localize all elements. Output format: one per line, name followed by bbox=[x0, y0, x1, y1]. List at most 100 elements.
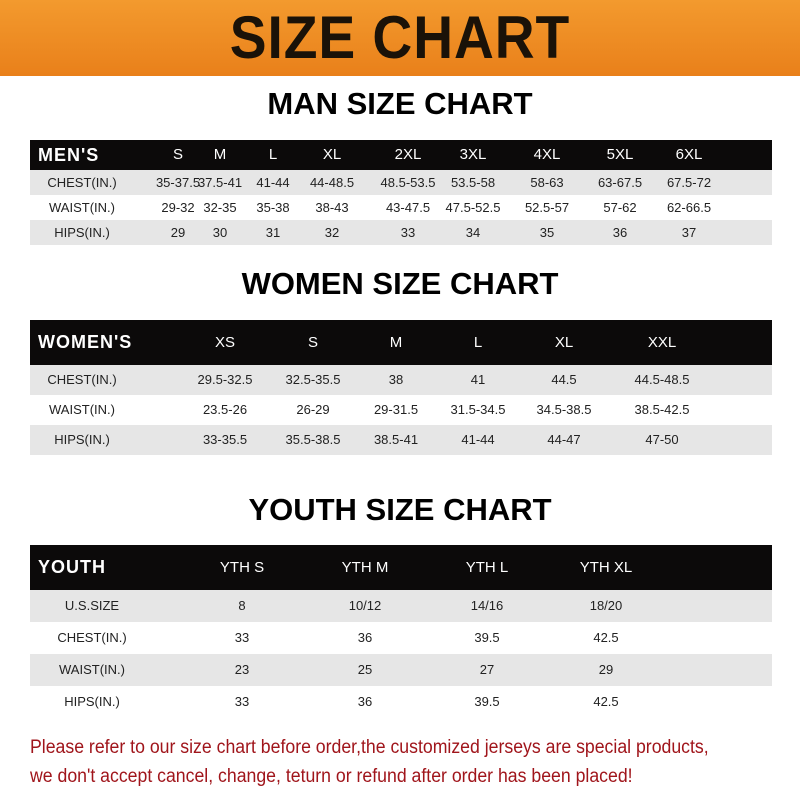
row-label: CHEST(IN.) bbox=[47, 372, 117, 387]
table-cell: 44-47 bbox=[547, 432, 581, 447]
table-row: CHEST(IN.) 29.5-32.5 32.5-35.5 38 41 44.5 44.5… bbox=[30, 365, 772, 395]
row-label: CHEST(IN.) bbox=[47, 175, 117, 190]
table-cell: 38.5-41 bbox=[373, 432, 419, 447]
table-cell: YTH XL bbox=[579, 559, 633, 576]
table-cell: 31 bbox=[265, 225, 281, 240]
table-cell: 23 bbox=[234, 662, 250, 677]
table-cell: 35-38 bbox=[256, 200, 290, 215]
order-notice: Please refer to our size chart before or… bbox=[30, 733, 746, 791]
table-cell: 14/16 bbox=[470, 598, 504, 613]
banner: SIZE CHART bbox=[0, 0, 800, 76]
table-cell: S bbox=[307, 334, 318, 351]
table-cell: 39.5 bbox=[474, 694, 500, 709]
table-cell: 29 bbox=[598, 662, 614, 677]
table-cell: L bbox=[473, 334, 483, 351]
table-cell: 39.5 bbox=[474, 630, 500, 645]
table-cell: 37.5-41 bbox=[197, 175, 243, 190]
table-cell: 33 bbox=[234, 694, 250, 709]
row-label: WAIST(IN.) bbox=[49, 402, 115, 417]
table-cell: XS bbox=[214, 334, 235, 351]
table-row: WAIST(IN.) 23 25 27 29 bbox=[30, 654, 772, 686]
table-cell: 33 bbox=[400, 225, 416, 240]
table-cell: 58-63 bbox=[530, 175, 564, 190]
table-cell: 62-66.5 bbox=[666, 200, 712, 215]
table-cell: 18/20 bbox=[589, 598, 623, 613]
table-header-row: MEN'S S M L XL 2XL 3XL 4XL 5XL 6XL bbox=[30, 140, 772, 170]
table-cell: 44-48.5 bbox=[309, 175, 355, 190]
table-cell: 2XL bbox=[394, 146, 422, 163]
page-title: SIZE CHART bbox=[229, 4, 571, 71]
table-cell: 25 bbox=[357, 662, 373, 677]
table-cell: 29-32 bbox=[161, 200, 195, 215]
table-cell: 52.5-57 bbox=[524, 200, 570, 215]
table-cell: YTH M bbox=[341, 559, 389, 576]
table-cell: 38 bbox=[388, 372, 404, 387]
table-cell: 35.5-38.5 bbox=[285, 432, 341, 447]
table-cell: YTH S bbox=[219, 559, 265, 576]
table-cell: 42.5 bbox=[593, 694, 619, 709]
table-cell: 37 bbox=[681, 225, 697, 240]
table-row: HIPS(IN.) 33 36 39.5 42.5 bbox=[30, 686, 772, 718]
table-cell: 38.5-42.5 bbox=[634, 402, 690, 417]
table-cell: 36 bbox=[357, 694, 373, 709]
row-label: HIPS(IN.) bbox=[54, 225, 110, 240]
table-cell: 34.5-38.5 bbox=[536, 402, 592, 417]
table-cell: 6XL bbox=[675, 146, 703, 163]
table-row: CHEST(IN.) 35-37.5 37.5-41 41-44 44-48.5 48.5… bbox=[30, 170, 772, 195]
table-cell: XL bbox=[554, 334, 574, 351]
table-cell: 36 bbox=[357, 630, 373, 645]
women-section-title: WOMEN SIZE CHART bbox=[241, 266, 559, 301]
table-cell: 5XL bbox=[606, 146, 634, 163]
table-cell: 44.5-48.5 bbox=[634, 372, 690, 387]
notice-line-2: we don't accept cancel, change, teturn o… bbox=[30, 766, 633, 787]
table-cell: 35 bbox=[539, 225, 555, 240]
table-row: U.S.SIZE 8 10/12 14/16 18/20 bbox=[30, 590, 772, 622]
table-cell: 41 bbox=[470, 372, 486, 387]
row-label: HIPS(IN.) bbox=[64, 694, 120, 709]
row-label: CHEST(IN.) bbox=[57, 630, 127, 645]
table-cell: 33-35.5 bbox=[202, 432, 248, 447]
table-cell: 53.5-58 bbox=[450, 175, 496, 190]
youth-section-title: YOUTH SIZE CHART bbox=[248, 492, 552, 527]
table-cell: 35-37.5 bbox=[155, 175, 201, 190]
table-row: WAIST(IN.) 23.5-26 26-29 29-31.5 31.5-34.5 34… bbox=[30, 395, 772, 425]
table-cell: L bbox=[268, 146, 278, 163]
table-cell: 10/12 bbox=[348, 598, 382, 613]
men-section-title: MAN SIZE CHART bbox=[267, 86, 533, 121]
table-cell: S bbox=[172, 146, 183, 163]
table-cell: 27 bbox=[479, 662, 495, 677]
table-cell: 41-44 bbox=[256, 175, 290, 190]
table-cell: 31.5-34.5 bbox=[450, 402, 506, 417]
table-cell: 32 bbox=[324, 225, 340, 240]
table-header-row: WOMEN'S XS S M L XL XXL bbox=[30, 320, 772, 365]
row-label: HIPS(IN.) bbox=[54, 432, 110, 447]
table-cell: 3XL bbox=[459, 146, 487, 163]
table-row: HIPS(IN.) 33-35.5 35.5-38.5 38.5-41 41-44 44-… bbox=[30, 425, 772, 455]
table-cell: 34 bbox=[465, 225, 481, 240]
table-cell: 44.5 bbox=[551, 372, 577, 387]
table-cell: 38-43 bbox=[315, 200, 349, 215]
table-cell: 47.5-52.5 bbox=[445, 200, 501, 215]
row-label: YOUTH bbox=[38, 557, 106, 577]
table-cell: 32.5-35.5 bbox=[285, 372, 341, 387]
table-cell: 4XL bbox=[533, 146, 561, 163]
table-cell: 42.5 bbox=[593, 630, 619, 645]
table-row: HIPS(IN.) 29 30 31 32 33 34 35 36 37 bbox=[30, 220, 772, 245]
table-cell: 23.5-26 bbox=[202, 402, 248, 417]
row-label: WOMEN'S bbox=[38, 332, 133, 352]
table-cell: 30 bbox=[212, 225, 228, 240]
table-header-row: YOUTH YTH S YTH M YTH L YTH XL bbox=[30, 545, 772, 590]
table-cell: 33 bbox=[234, 630, 250, 645]
table-cell: M bbox=[213, 146, 227, 163]
table-row: WAIST(IN.) 29-32 32-35 35-38 38-43 43-47.5 47.… bbox=[30, 195, 772, 220]
row-label: WAIST(IN.) bbox=[59, 662, 125, 677]
row-label: U.S.SIZE bbox=[64, 598, 120, 613]
table-cell: 57-62 bbox=[603, 200, 637, 215]
table-cell: XL bbox=[322, 146, 342, 163]
table-cell: 47-50 bbox=[645, 432, 679, 447]
table-cell: 8 bbox=[238, 598, 246, 613]
table-cell: YTH L bbox=[465, 559, 509, 576]
table-cell: 67.5-72 bbox=[666, 175, 712, 190]
table-cell: 63-67.5 bbox=[597, 175, 643, 190]
table-cell: XXL bbox=[647, 334, 677, 351]
